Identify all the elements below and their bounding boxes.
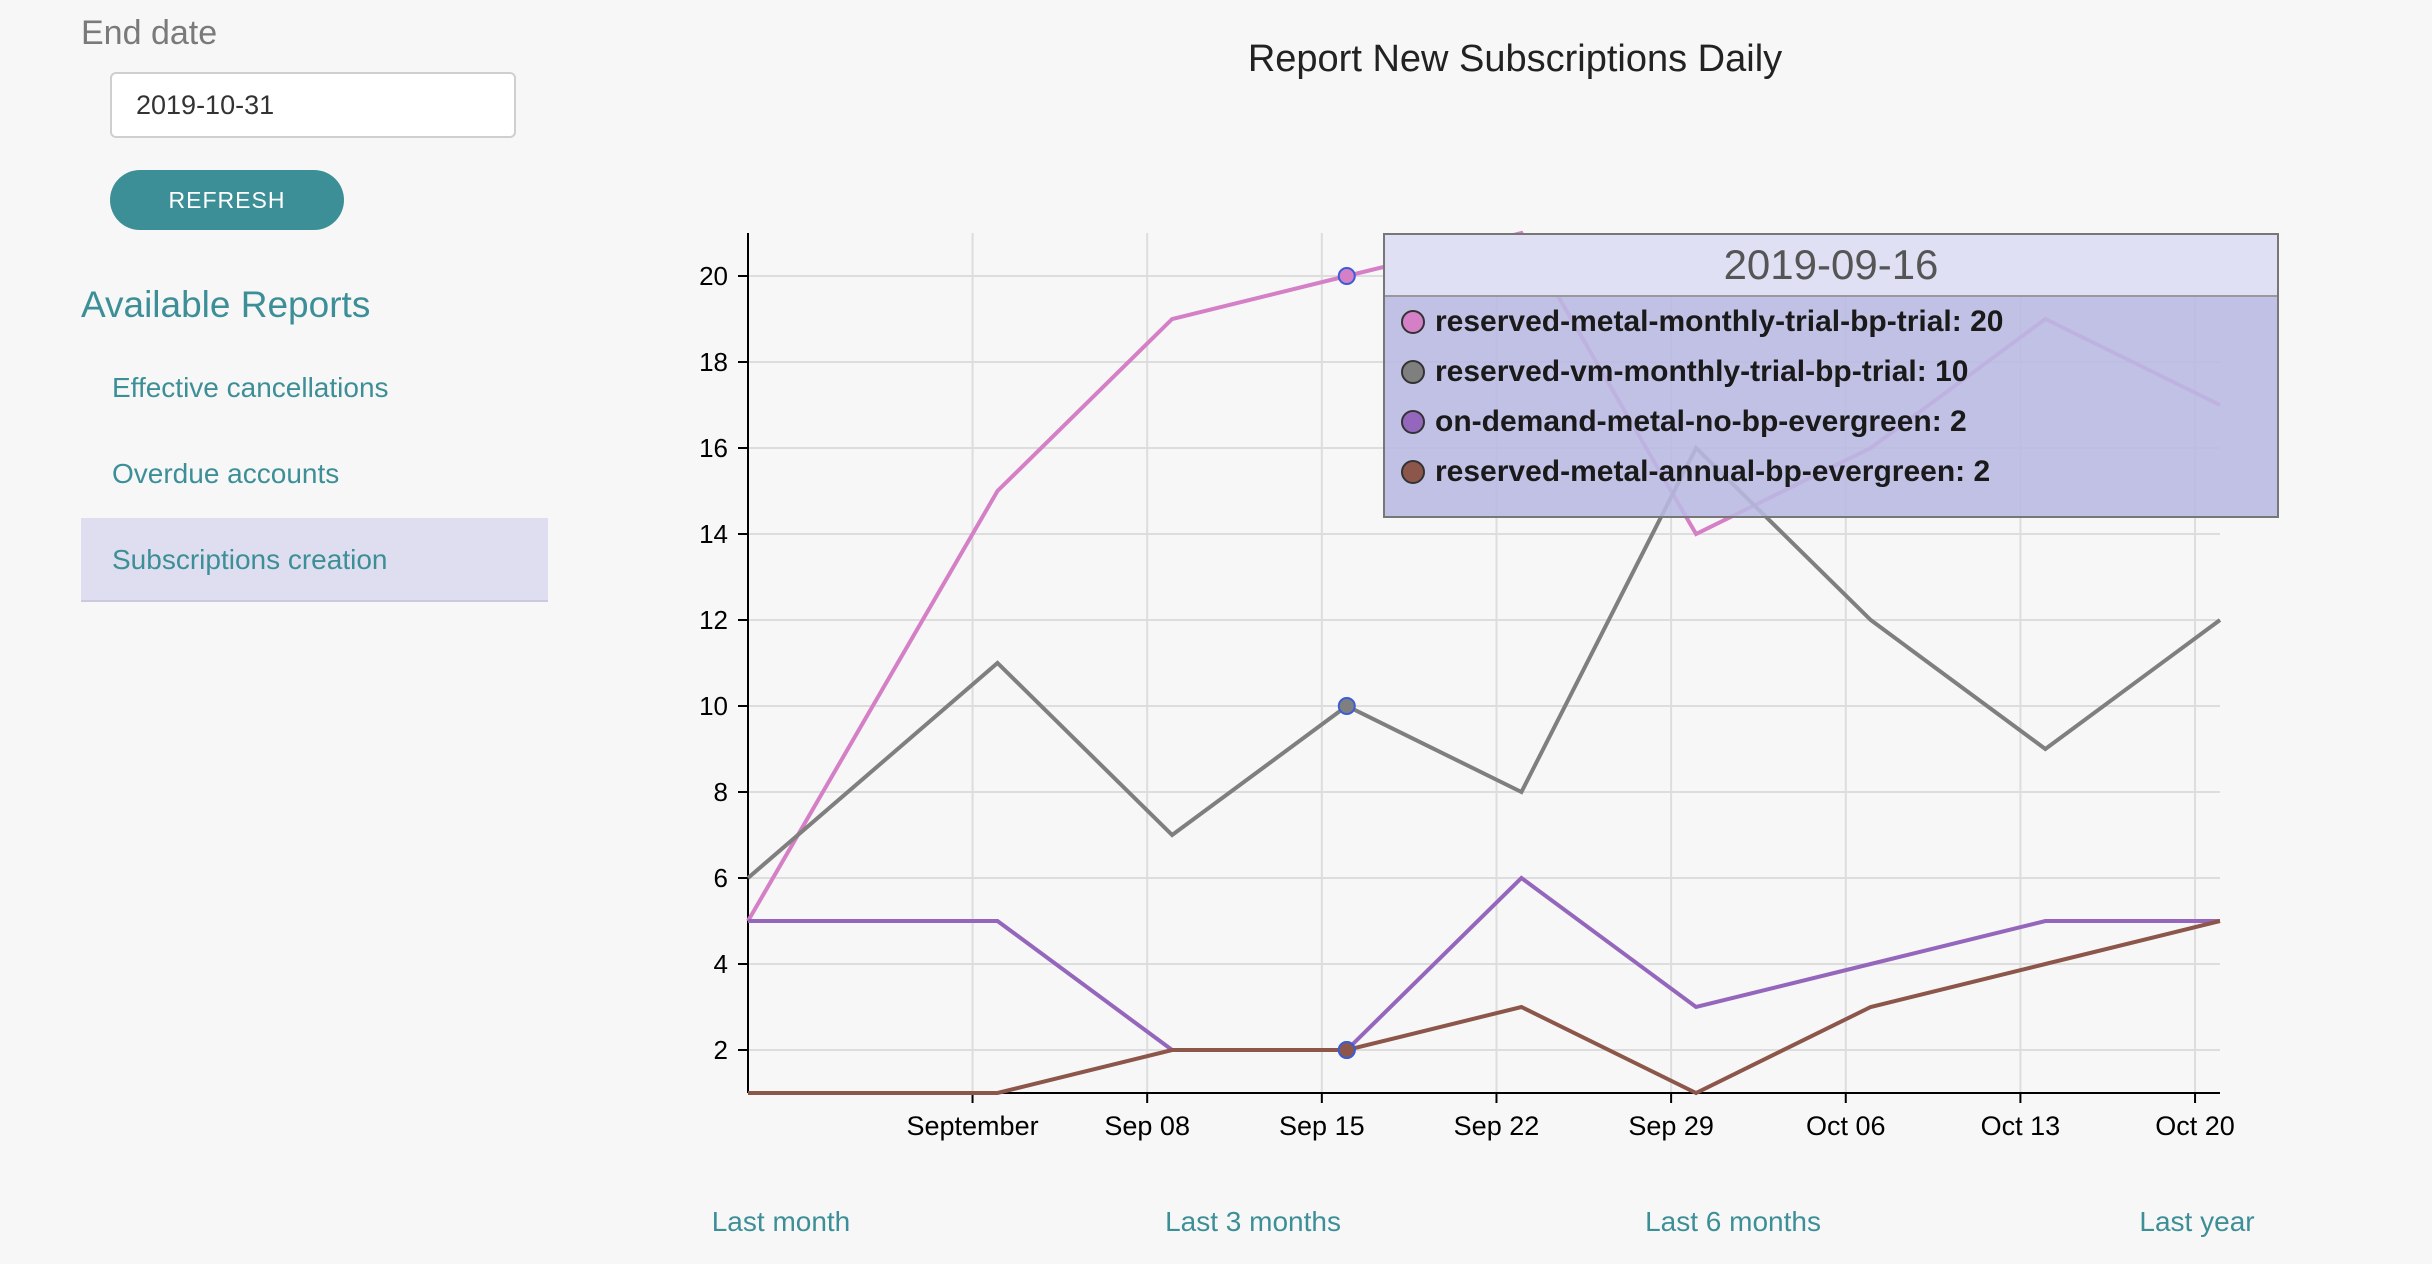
series-swatch-icon [1401,460,1425,484]
last-month-link[interactable]: Last month [711,1206,851,1237]
report-item-effective-cancellations[interactable]: Effective cancellations [112,372,389,403]
series-swatch-icon [1401,360,1425,384]
y-tick-label: 4 [714,949,728,979]
chart-title: Report New Subscriptions Daily [1247,38,1783,80]
last-3-months-link[interactable]: Last 3 months [1165,1206,1341,1237]
chart-tooltip: 2019-09-16 reserved-metal-monthly-trial-… [1383,233,2279,518]
x-tick-label: Sep 15 [1279,1111,1365,1141]
x-tick-label: Oct 13 [1981,1111,2061,1141]
tooltip-row-label: on-demand-metal-no-bp-evergreen: 2 [1435,405,1967,438]
series-line [748,919,2221,1096]
y-tick-label: 18 [699,347,728,377]
refresh-button[interactable]: REFRESH [110,170,344,230]
tooltip-row: reserved-vm-monthly-trial-bp-trial: 10 [1385,347,2277,397]
tooltip-row: reserved-metal-monthly-trial-bp-trial: 2… [1385,297,2277,347]
tooltip-date: 2019-09-16 [1385,235,2277,297]
x-tick-label: September [907,1111,1039,1141]
series-swatch-icon [1401,410,1425,434]
y-tick-label: 20 [699,261,728,291]
series-line [746,444,2222,880]
highlight-point [1337,267,1356,285]
tooltip-row-label: reserved-vm-monthly-trial-bp-trial: 10 [1435,355,1969,388]
report-item-overdue-accounts[interactable]: Overdue accounts [112,458,340,489]
series-line [748,875,2220,1052]
y-tick-label: 8 [714,777,728,807]
end-date-input[interactable] [110,72,516,138]
tooltip-row-label: reserved-metal-monthly-trial-bp-trial: 2… [1435,305,2004,338]
x-tick-label: Oct 06 [1806,1111,1886,1141]
last-6-months-link[interactable]: Last 6 months [1645,1206,1821,1237]
y-tick-label: 16 [699,433,728,463]
x-tick-label: Sep 22 [1454,1111,1540,1141]
y-tick-label: 6 [714,863,728,893]
tooltip-row: on-demand-metal-no-bp-evergreen: 2 [1385,397,2277,447]
sidebar: End date REFRESH Available Reports Effec… [0,0,560,1264]
highlight-point [1337,697,1356,715]
y-tick-label: 12 [699,605,728,635]
end-date-label: End date [81,14,218,52]
tooltip-row: reserved-metal-annual-bp-evergreen: 2 [1385,447,2277,497]
y-tick-label: 14 [699,519,728,549]
available-reports-title: Available Reports [81,284,371,325]
tooltip-row-label: reserved-metal-annual-bp-evergreen: 2 [1435,455,1991,488]
y-tick-label: 10 [699,691,728,721]
x-tick-label: Sep 29 [1628,1111,1714,1141]
x-tick-label: Oct 20 [2155,1111,2235,1141]
report-item-subscriptions-creation[interactable]: Subscriptions creation [81,518,548,602]
highlight-point [1337,1041,1356,1059]
last-year-link[interactable]: Last year [2139,1206,2255,1237]
series-swatch-icon [1401,310,1425,334]
y-tick-label: 2 [714,1035,728,1065]
x-tick-label: Sep 08 [1104,1111,1190,1141]
